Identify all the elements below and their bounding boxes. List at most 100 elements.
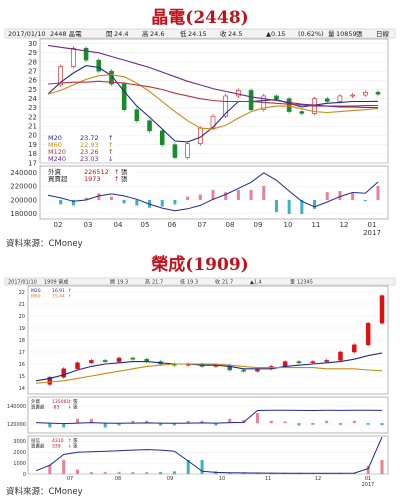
net-bar <box>89 418 93 424</box>
series-line-m240 <box>47 44 379 109</box>
x-tick-label: 09 <box>167 476 173 482</box>
candle <box>365 322 371 346</box>
legend-value: 15.44 <box>52 294 65 300</box>
price-tick-label: 18 <box>19 338 25 344</box>
net-bar <box>313 199 317 209</box>
net-bar <box>135 199 139 206</box>
chart2-volume-label: 量 <box>290 279 295 286</box>
candle <box>379 295 385 324</box>
net-bar <box>122 199 126 204</box>
sub-tick-label: 3000 <box>13 439 26 445</box>
sub-legend-unit: 張 <box>73 444 78 450</box>
candle <box>75 362 80 370</box>
price-tick-label: 14 <box>19 386 25 392</box>
net-bar <box>300 199 304 214</box>
legend-arrow: ↑ <box>108 148 113 156</box>
candle <box>116 357 122 362</box>
legend-name: M20 <box>31 288 41 294</box>
net-bar <box>200 420 204 424</box>
net-bar <box>76 418 80 424</box>
chart1-volume-unit: 張 <box>356 30 363 38</box>
chart1-open: 24.4 <box>114 30 128 38</box>
net-bar <box>242 420 246 424</box>
net-bar <box>228 472 232 474</box>
net-bar <box>186 420 190 424</box>
net-bar <box>211 189 215 200</box>
net-bar <box>363 199 367 202</box>
candle <box>89 360 94 364</box>
x-tick-label: 08 <box>226 221 235 229</box>
price-tick-label: 19 <box>19 326 25 332</box>
candle <box>241 369 246 372</box>
candle <box>274 95 279 100</box>
series-line-foreign <box>47 172 379 212</box>
chart1-high: 24.6 <box>150 30 164 38</box>
sub-legend-value: 339 <box>52 444 61 450</box>
chart2-low-label: 低 <box>180 279 185 286</box>
price-tick-label: 24 <box>28 95 37 103</box>
chart1-volume-label: 量 <box>328 30 335 38</box>
legend-arrow: ↑ <box>108 134 113 142</box>
candle <box>96 59 102 72</box>
net-bar <box>262 185 266 200</box>
net-bar <box>145 472 149 474</box>
x-tick-label: 06 <box>168 221 177 229</box>
net-bar <box>131 472 135 474</box>
net-bar <box>366 466 370 474</box>
net-bar <box>172 471 176 474</box>
chart1-low-label: 低 <box>180 29 187 38</box>
chart1-stock-name: 2448 晶電 <box>50 30 82 38</box>
sub-legend-box <box>46 167 136 183</box>
candle <box>352 344 357 353</box>
net-bar <box>200 460 204 474</box>
candle <box>58 66 63 86</box>
legend-arrow: ↓ <box>108 155 113 163</box>
sub-legend-value: -85 <box>52 405 59 411</box>
price-tick-label: 17 <box>28 159 37 167</box>
sub-legend-name: 投信 <box>31 437 40 444</box>
sub-legend-value: 226512 <box>84 168 109 176</box>
x-tick-label: 07 <box>198 221 207 229</box>
x-tick-label: 04 <box>114 221 123 229</box>
legend-value: 23.72 <box>80 134 99 142</box>
chart1-close-label: 收 <box>220 29 227 38</box>
net-bar <box>311 423 315 425</box>
sub-legend-value: 4310 <box>52 438 64 444</box>
price-tick-label: 21 <box>19 302 25 308</box>
net-bar <box>59 199 63 205</box>
candle <box>83 47 89 61</box>
legend-name: M60 <box>31 294 41 300</box>
x-tick-label: 10 <box>284 221 293 229</box>
chart2-high: 21.7 <box>152 280 163 286</box>
chart2-stock-name: 1909 榮成 <box>44 279 68 286</box>
chart2-source: 資料來源：CMoney <box>6 486 83 497</box>
candle <box>47 376 53 385</box>
chart1-low: 24.15 <box>188 30 207 38</box>
candle <box>363 91 368 96</box>
chart1-legend: M20 23.72 ↑ M60 22.93 ↑ M120 23.26 ↑ M240 23.03 ↓ <box>46 133 118 163</box>
price-tick-label: 15 <box>19 374 25 380</box>
chart1-open-label: 開 <box>106 30 113 38</box>
candle <box>159 130 165 145</box>
sub-legend-arrow: ↑ <box>114 168 119 176</box>
net-bar <box>71 199 75 206</box>
x-tick-label: 11 <box>265 476 271 482</box>
net-bar <box>228 418 232 424</box>
net-bar <box>325 192 329 200</box>
sub-legend-name: 買賣超 <box>31 404 45 411</box>
legend-value: 16.91 <box>52 288 65 294</box>
price-tick-label: 28 <box>28 58 37 66</box>
x-tick-year: 2017 <box>363 229 381 237</box>
candle <box>338 351 343 361</box>
net-bar <box>159 423 163 426</box>
candle <box>61 368 66 378</box>
net-bar <box>131 420 135 424</box>
net-bar <box>76 469 80 474</box>
sub-legend-value: 1973 <box>84 175 101 183</box>
chart2-legend: M20 16.91 ↑ M60 15.44 ↑ <box>31 288 72 300</box>
sub-tick-label: 1000 <box>13 461 26 467</box>
x-tick-label: 11 <box>312 221 321 229</box>
candle <box>130 357 136 360</box>
